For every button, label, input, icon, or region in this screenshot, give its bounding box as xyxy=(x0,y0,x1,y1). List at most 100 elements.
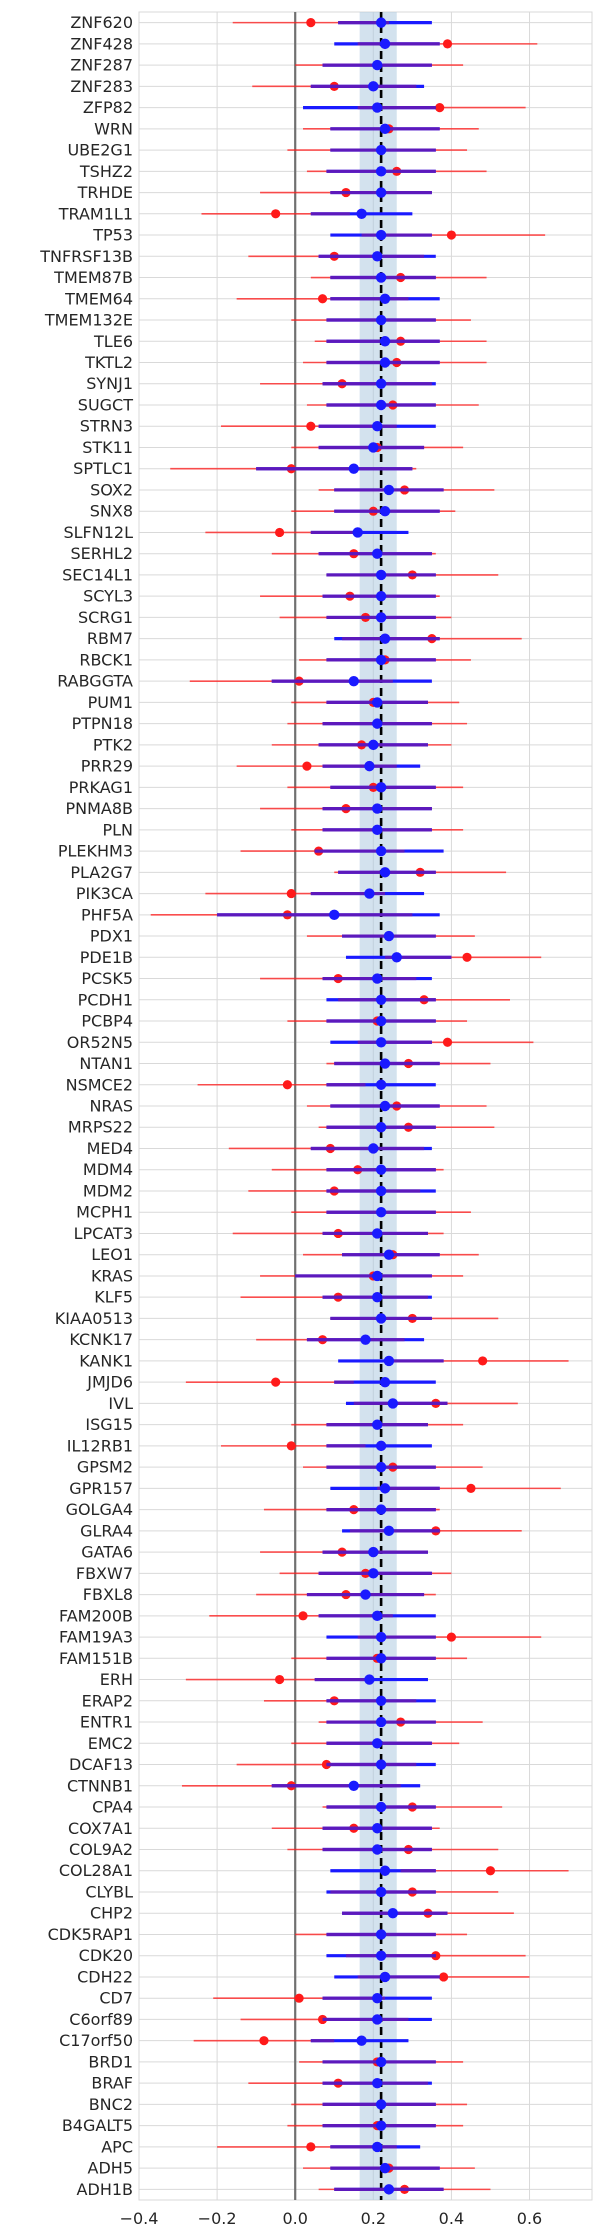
blue-point xyxy=(352,527,363,538)
blue-point xyxy=(379,633,391,644)
blue-point xyxy=(375,1695,387,1706)
blue-point xyxy=(375,1631,387,1643)
blue-point xyxy=(379,506,391,517)
blue-point xyxy=(383,2184,395,2195)
red-point xyxy=(294,1993,304,2003)
red-point xyxy=(439,1972,449,1982)
red-point xyxy=(286,1441,296,1451)
category-label: ERH xyxy=(100,1670,133,1689)
blue-point xyxy=(379,1376,391,1388)
category-label: COL28A1 xyxy=(59,1861,133,1880)
category-label: MDM2 xyxy=(83,1181,133,1200)
blue-point xyxy=(368,1546,379,1558)
blue-point xyxy=(372,2014,383,2025)
category-label: MDM4 xyxy=(83,1160,133,1179)
blue-point xyxy=(379,38,391,50)
category-label: TMEM132E xyxy=(44,311,133,330)
blue-point xyxy=(372,1419,383,1430)
category-label: ADH5 xyxy=(88,2159,133,2178)
category-label: ZFP82 xyxy=(83,98,133,117)
blue-point xyxy=(368,1568,379,1579)
blue-point xyxy=(356,2035,367,2046)
category-label: CDK5RAP1 xyxy=(48,1925,133,1944)
category-label: KCNK17 xyxy=(69,1330,133,1349)
blue-point xyxy=(364,760,375,772)
category-label: GPSM2 xyxy=(77,1458,133,1477)
category-label: PHF5A xyxy=(81,905,133,924)
blue-point xyxy=(379,1483,391,1494)
blue-point xyxy=(375,994,387,1005)
blue-point xyxy=(372,1228,383,1239)
category-label: CLYBL xyxy=(85,1882,133,1901)
category-label: DCAF13 xyxy=(69,1755,133,1774)
category-label: RABGGTA xyxy=(57,672,133,691)
category-label: KANK1 xyxy=(79,1351,133,1370)
blue-point xyxy=(372,1992,383,2004)
blue-point xyxy=(364,1674,375,1685)
category-label: SEC14L1 xyxy=(62,565,133,584)
category-label: CHP2 xyxy=(90,1904,133,1923)
category-label: FBXL8 xyxy=(83,1585,133,1604)
blue-point xyxy=(368,1143,379,1154)
category-label: ERAP2 xyxy=(82,1691,133,1710)
category-label: CTNNB1 xyxy=(67,1776,133,1795)
category-label: TRHDE xyxy=(77,183,133,202)
blue-point xyxy=(379,336,391,347)
red-point xyxy=(306,18,316,28)
category-label: SNX8 xyxy=(90,502,133,521)
category-label: PLA2G7 xyxy=(70,863,133,882)
blue-point xyxy=(375,845,387,857)
red-point xyxy=(485,1866,496,1876)
category-label: TRAM1L1 xyxy=(58,204,133,223)
blue-point xyxy=(375,1015,387,1027)
category-label: PTPN18 xyxy=(72,714,133,733)
category-label: PLN xyxy=(102,820,133,839)
blue-point xyxy=(375,1313,387,1324)
blue-point xyxy=(360,1589,371,1600)
blue-point xyxy=(375,2120,387,2131)
category-label: WRN xyxy=(94,119,133,138)
blue-point xyxy=(375,782,387,793)
category-label: SCYL3 xyxy=(83,587,133,606)
red-point xyxy=(306,2142,316,2152)
red-point xyxy=(435,102,445,113)
blue-point xyxy=(356,208,367,220)
x-tick-label: 0.4 xyxy=(439,2209,464,2228)
red-point xyxy=(274,527,285,538)
category-label: STRN3 xyxy=(80,417,133,436)
blue-point xyxy=(372,1738,383,1749)
category-label: CDK20 xyxy=(79,1946,133,1965)
blue-point xyxy=(372,973,383,984)
category-label: C6orf89 xyxy=(69,2010,133,2029)
category-label: UBE2G1 xyxy=(67,141,133,160)
blue-point xyxy=(379,1058,391,1069)
blue-point xyxy=(375,399,387,411)
x-tick-label: −0.2 xyxy=(198,2209,237,2228)
red-point xyxy=(271,209,281,219)
blue-point xyxy=(375,144,387,156)
red-point xyxy=(271,1377,281,1387)
category-label: NSMCE2 xyxy=(66,1075,133,1094)
blue-point xyxy=(375,1801,387,1813)
category-label: BRD1 xyxy=(88,2052,133,2071)
blue-point xyxy=(375,229,387,241)
x-tick-labels: −0.4 −0.2 0.0 0.2 0.4 0.6 xyxy=(120,2209,543,2228)
category-label: PCSK5 xyxy=(81,969,133,988)
category-label: PTK2 xyxy=(93,735,133,754)
red-point xyxy=(306,421,316,431)
category-label: PCDH1 xyxy=(78,990,133,1009)
category-label: OR52N5 xyxy=(67,1033,133,1052)
blue-point xyxy=(375,1716,387,1728)
blue-point xyxy=(379,1865,391,1876)
category-label: COL9A2 xyxy=(69,1840,133,1859)
blue-point xyxy=(329,909,340,921)
blue-point xyxy=(372,1844,383,1855)
blue-point xyxy=(383,1249,395,1260)
red-point xyxy=(466,1483,476,1493)
category-label: TNFRSF13B xyxy=(39,247,133,266)
category-label: LEO1 xyxy=(91,1245,133,1264)
blue-point xyxy=(375,1440,387,1452)
category-label: BRAF xyxy=(91,2074,133,2093)
